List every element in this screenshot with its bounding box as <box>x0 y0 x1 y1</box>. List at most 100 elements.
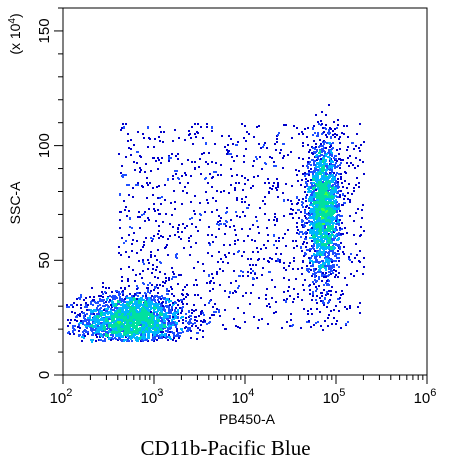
data-point <box>175 326 177 328</box>
data-point <box>324 127 326 129</box>
data-point <box>340 233 342 235</box>
data-point <box>315 155 317 157</box>
data-point <box>102 282 104 284</box>
data-point <box>125 240 127 242</box>
data-point <box>351 142 353 144</box>
data-point <box>331 248 333 250</box>
data-point <box>233 253 235 255</box>
data-point <box>147 184 149 186</box>
data-point <box>318 152 320 154</box>
data-point <box>139 332 141 334</box>
data-point <box>315 268 317 270</box>
data-point <box>362 204 364 206</box>
data-point <box>235 291 237 293</box>
data-point <box>332 188 334 190</box>
data-point <box>136 306 138 308</box>
data-point <box>327 275 329 277</box>
data-point <box>264 203 266 205</box>
data-point <box>323 143 325 145</box>
data-point <box>102 296 104 298</box>
data-point <box>297 268 299 270</box>
data-point <box>293 288 295 290</box>
data-point <box>317 158 319 160</box>
data-point <box>279 261 281 263</box>
data-point <box>335 191 337 193</box>
data-point <box>311 260 313 262</box>
data-point <box>316 295 318 297</box>
data-point <box>277 186 279 188</box>
data-point <box>312 185 314 187</box>
data-point <box>312 134 314 136</box>
data-point <box>334 182 336 184</box>
data-point <box>166 318 168 320</box>
data-point <box>88 323 90 325</box>
data-point <box>132 187 134 189</box>
data-point <box>350 253 352 255</box>
data-point <box>316 185 318 187</box>
data-point <box>128 285 130 287</box>
data-point <box>142 133 144 135</box>
data-point <box>244 183 246 185</box>
data-point <box>177 304 179 306</box>
data-point <box>110 308 112 310</box>
data-point <box>301 221 303 223</box>
data-point <box>317 211 319 213</box>
data-point <box>172 339 174 341</box>
data-point <box>200 173 202 175</box>
data-point <box>146 297 148 299</box>
data-point <box>320 230 322 232</box>
data-point <box>321 148 323 150</box>
data-point <box>131 295 133 297</box>
data-point <box>337 220 339 222</box>
data-point <box>341 182 343 184</box>
data-point <box>196 284 198 286</box>
data-point <box>108 316 110 318</box>
data-point <box>105 320 107 322</box>
data-point <box>224 223 226 225</box>
data-point <box>284 233 286 235</box>
data-point <box>320 182 322 184</box>
data-point <box>151 302 153 304</box>
data-point <box>285 183 287 185</box>
data-point <box>328 142 330 144</box>
data-point <box>159 271 161 273</box>
data-point <box>326 177 328 179</box>
data-point <box>124 301 126 303</box>
data-point <box>78 324 80 326</box>
data-point <box>248 133 250 135</box>
data-point <box>102 305 104 307</box>
data-point <box>168 279 170 281</box>
data-point <box>320 221 322 223</box>
data-point <box>185 317 187 319</box>
data-point <box>206 323 208 325</box>
data-point <box>352 164 354 166</box>
data-point <box>218 224 220 226</box>
data-point <box>144 292 146 294</box>
data-point <box>134 311 136 313</box>
data-point <box>93 322 95 324</box>
data-point <box>309 149 311 151</box>
data-point <box>261 274 263 276</box>
data-point <box>162 141 164 143</box>
data-point <box>328 149 330 151</box>
data-point <box>330 180 332 182</box>
data-point <box>268 219 270 221</box>
data-point <box>228 252 230 254</box>
data-point <box>197 123 199 125</box>
data-point <box>225 212 227 214</box>
data-point <box>79 313 81 315</box>
data-point <box>316 308 318 310</box>
data-point <box>135 331 137 333</box>
data-point <box>125 326 127 328</box>
data-point <box>266 305 268 307</box>
data-point <box>273 244 275 246</box>
data-point <box>220 191 222 193</box>
data-point <box>147 127 149 129</box>
data-point <box>321 280 323 282</box>
data-point <box>111 312 113 314</box>
data-point <box>302 145 304 147</box>
data-point <box>317 228 319 230</box>
data-point <box>131 243 133 245</box>
data-point <box>287 154 289 156</box>
data-point <box>330 273 332 275</box>
